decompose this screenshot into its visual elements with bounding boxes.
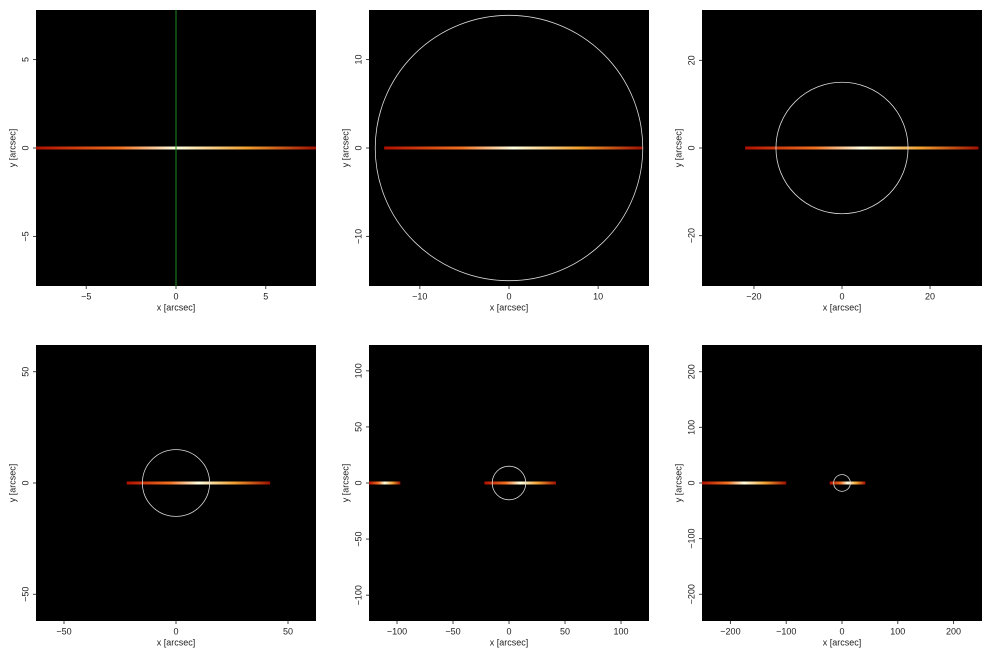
x-tick-label: −10 [412,291,427,301]
x-axis-label: x [arcsec] [490,637,529,647]
streak [745,146,979,150]
x-tick-label: 0 [506,626,511,636]
x-tick-label: −5 [81,291,91,301]
x-tick-label: −50 [445,626,460,636]
y-axis-label: y [arcsec] [7,129,17,168]
x-tick-label: 0 [506,291,511,301]
x-tick-label: 100 [890,626,905,636]
y-tick-label: 0 [20,480,30,485]
x-tick-label: −200 [720,626,740,636]
y-tick-label: 0 [353,145,363,150]
y-tick-label: 10 [353,55,363,65]
streak [369,481,401,485]
streak [702,481,787,485]
y-tick-label: 100 [686,420,696,435]
aperture-circle [141,449,210,517]
y-tick-label: −20 [686,228,696,243]
x-tick-label: −100 [387,626,407,636]
x-tick-label: 100 [613,626,628,636]
x-axis-label: x [arcsec] [157,637,196,647]
aperture-circle [775,81,909,215]
y-axis-label: y [arcsec] [340,129,350,168]
y-axis-label: y [arcsec] [673,464,683,503]
y-tick-label: −5 [20,231,30,241]
y-tick-label: 5 [20,57,30,62]
aperture-circle [833,474,851,492]
y-tick-label: 100 [353,363,363,378]
x-tick-label: −100 [776,626,796,636]
y-tick-label: 0 [686,480,696,485]
x-tick-label: 200 [946,626,961,636]
aperture-circle [374,14,644,282]
x-tick-label: 0 [839,626,844,636]
y-tick-label: 50 [20,367,30,377]
aperture-circle [491,465,527,501]
x-tick-label: 50 [560,626,570,636]
x-axis-label: x [arcsec] [490,302,529,312]
y-tick-label: −200 [686,584,696,604]
y-axis-label: y [arcsec] [673,129,683,168]
x-tick-label: 5 [263,291,268,301]
streak [829,481,866,485]
y-tick-label: −50 [20,587,30,602]
x-tick-label: 0 [173,626,178,636]
streak [384,146,643,150]
x-axis-label: x [arcsec] [157,302,196,312]
x-tick-label: 10 [593,291,603,301]
y-tick-label: 50 [353,422,363,432]
x-tick-label: 0 [839,291,844,301]
y-tick-label: −100 [686,529,696,549]
y-tick-label: 200 [686,364,696,379]
x-tick-label: −20 [746,291,761,301]
y-tick-label: −100 [353,585,363,605]
y-tick-label: −10 [353,229,363,244]
x-tick-label: 20 [925,291,935,301]
y-tick-label: 0 [353,480,363,485]
x-axis-label: x [arcsec] [823,302,862,312]
y-tick-label: −50 [353,531,363,546]
y-axis-label: y [arcsec] [7,464,17,503]
y-tick-label: 0 [686,145,696,150]
streak [126,481,271,485]
x-axis-label: x [arcsec] [823,637,862,647]
x-tick-label: 50 [283,626,293,636]
x-tick-label: 0 [173,291,178,301]
y-tick-label: 20 [686,55,696,65]
y-axis-label: y [arcsec] [340,464,350,503]
streak [484,481,557,485]
y-tick-label: 0 [20,145,30,150]
x-tick-label: −50 [56,626,71,636]
